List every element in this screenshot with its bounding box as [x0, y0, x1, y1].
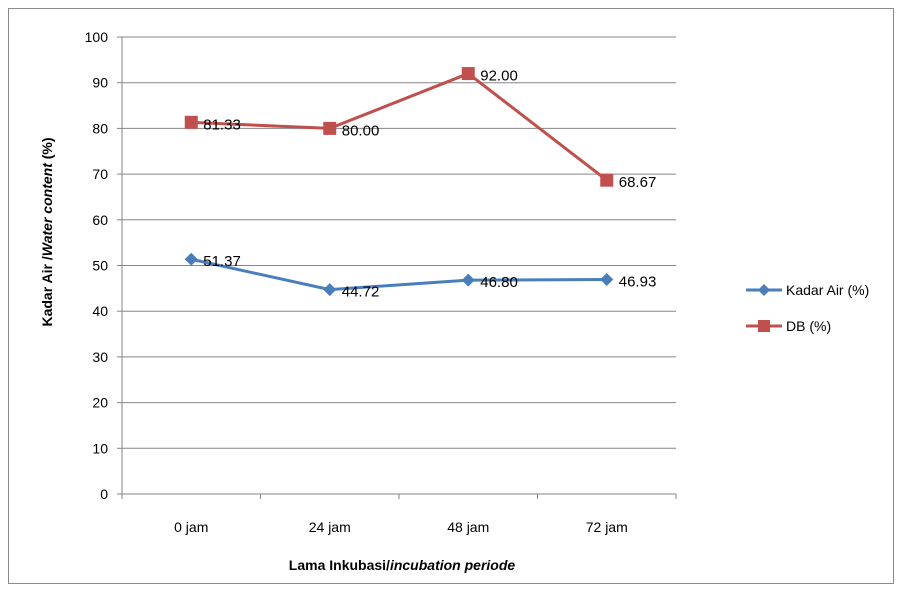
data-point-diamond [323, 283, 337, 297]
y-tick-label: 100 [85, 29, 109, 45]
data-label: 92.00 [480, 68, 518, 85]
y-tick-label: 20 [92, 395, 108, 411]
y-tick-label: 0 [100, 486, 108, 502]
legend-marker-square [758, 320, 770, 332]
data-point-square [600, 173, 614, 187]
legend-label: Kadar Air (%) [786, 282, 869, 298]
chart-frame [8, 8, 894, 584]
data-label: 68.67 [619, 174, 657, 191]
x-tick-label: 48 jam [447, 519, 489, 535]
y-axis-title: Kadar Air /Water content (%) [39, 137, 55, 326]
legend-marker-diamond [758, 284, 770, 296]
legend-label: DB (%) [786, 318, 831, 334]
legend: Kadar Air (%) DB (%) [746, 282, 869, 334]
data-labels: 51.37 44.72 46.80 46.93 81.33 80.00 92.00 68.67 [203, 68, 656, 301]
series-line-1 [190, 257, 607, 292]
data-label: 44.72 [342, 284, 380, 301]
series-line-2 [191, 72, 608, 182]
data-point-square [323, 121, 337, 135]
data-point-diamond [184, 252, 198, 266]
data-point-diamond [600, 273, 614, 287]
y-tick-label: 90 [92, 75, 108, 91]
data-point-diamond [461, 273, 475, 287]
y-tick-label: 80 [92, 120, 108, 136]
data-point-square [184, 115, 198, 129]
y-tick-label: 60 [92, 212, 108, 228]
data-point-square [461, 67, 475, 81]
series-group [184, 67, 614, 297]
y-tick-label: 50 [92, 258, 108, 274]
y-tick-label: 30 [92, 349, 108, 365]
data-label: 46.80 [480, 274, 518, 291]
data-label: 51.37 [203, 253, 241, 270]
data-label: 81.33 [203, 116, 241, 133]
x-tick-label: 72 jam [586, 519, 628, 535]
gridlines [122, 36, 676, 449]
x-tick-label: 24 jam [309, 519, 351, 535]
x-axis-title: Lama Inkubasi/incubation periode [289, 557, 516, 573]
data-label: 46.93 [619, 274, 657, 291]
y-tick-label: 10 [92, 440, 108, 456]
x-tick-label: 0 jam [174, 519, 208, 535]
data-label: 80.00 [342, 122, 380, 139]
y-tick-label: 40 [92, 303, 108, 319]
axes: 0 10 20 30 40 50 60 70 80 90 100 0 jam 24 jam 48 jam 7… [85, 29, 677, 535]
y-tick-label: 70 [92, 166, 108, 182]
